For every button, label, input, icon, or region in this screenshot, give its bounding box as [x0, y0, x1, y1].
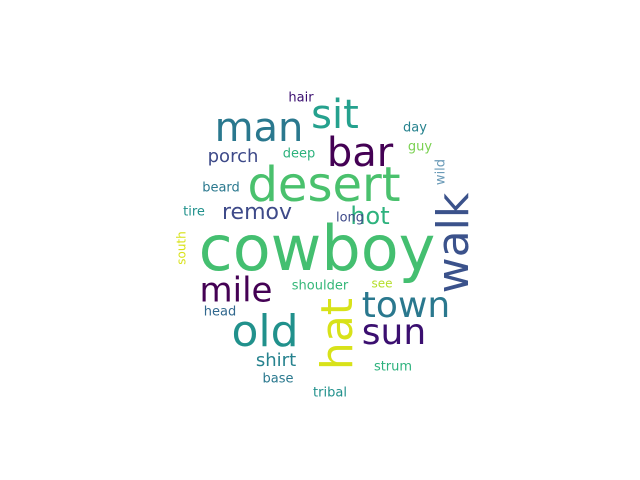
word-shoulder: shoulder [292, 279, 349, 294]
word-man: man [215, 105, 304, 151]
word-cowboy: cowboy [199, 212, 436, 285]
word-tribal: tribal [313, 386, 347, 401]
word-shirt: shirt [256, 350, 296, 371]
word-desert: desert [247, 157, 400, 213]
word-remov: remov [222, 200, 292, 225]
word-bar: bar [327, 130, 394, 176]
word-guy: guy [408, 140, 432, 155]
word-beard: beard [202, 181, 240, 196]
word-deep: deep [283, 147, 316, 162]
word-strum: strum [374, 360, 412, 375]
word-day: day [403, 121, 427, 136]
word-hot: hot [350, 202, 389, 230]
word-hair: hair [288, 91, 314, 106]
word-tire: tire [183, 205, 205, 220]
word-porch: porch [208, 146, 259, 167]
word-walk: walk [428, 192, 479, 293]
word-see: see [371, 277, 392, 291]
word-hat: hat [312, 298, 363, 370]
word-mile: mile [200, 271, 273, 311]
word-sit: sit [311, 92, 359, 138]
word-south: south [175, 231, 189, 265]
word-head: head [204, 305, 236, 320]
word-base: base [263, 372, 294, 387]
word-long: long [336, 211, 364, 226]
word-old: old [231, 306, 298, 357]
word-sun: sun [362, 312, 426, 353]
word-town: town [362, 285, 450, 326]
word-wild: wild [434, 159, 449, 185]
